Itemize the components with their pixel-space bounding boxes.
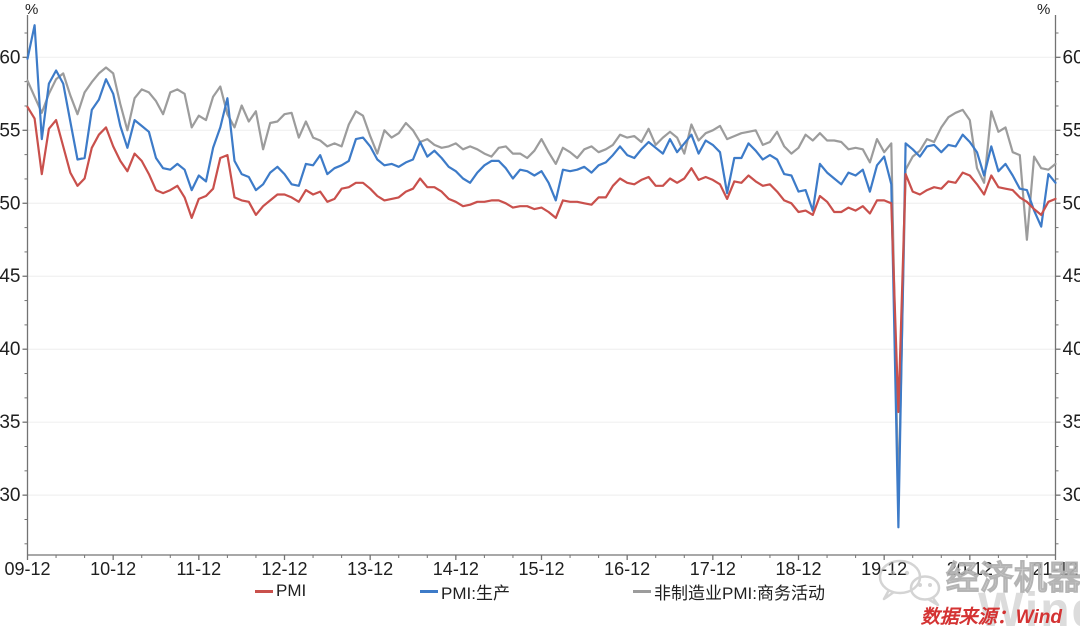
wind-background-watermark: Wind (978, 584, 1080, 627)
svg-text:40: 40 (1063, 339, 1080, 360)
svg-text:21-12: 21-12 (1032, 559, 1078, 579)
svg-text:15-12: 15-12 (518, 559, 564, 579)
data-source-note: 数据来源：Wind (920, 607, 1062, 627)
y-axis-unit-left: % (25, 1, 39, 18)
svg-text:55: 55 (1063, 120, 1080, 141)
legend-swatch-nonmanufacturing (633, 589, 651, 593)
legend: PMI PMI:生产 非制造业PMI:商务活动 (0, 580, 1080, 603)
y-axis-unit-right: % (1037, 1, 1051, 18)
legend-label-pmi-production: PMI:生产 (441, 583, 510, 603)
svg-text:14-12: 14-12 (433, 559, 479, 579)
svg-text:20-12: 20-12 (947, 559, 993, 579)
svg-text:60: 60 (0, 47, 21, 68)
svg-text:30: 30 (1063, 485, 1080, 506)
svg-text:45: 45 (1063, 266, 1080, 287)
svg-text:13-12: 13-12 (347, 559, 393, 579)
legend-item-pmi-production: PMI:生产 (420, 580, 510, 603)
svg-text:50: 50 (1063, 193, 1080, 214)
svg-text:30: 30 (0, 485, 21, 506)
svg-text:17-12: 17-12 (690, 559, 736, 579)
svg-text:16-12: 16-12 (604, 559, 650, 579)
legend-label-pmi: PMI (276, 581, 307, 600)
legend-swatch-pmi-production (420, 589, 438, 593)
svg-text:12-12: 12-12 (261, 559, 307, 579)
svg-text:35: 35 (1063, 412, 1080, 433)
svg-text:18-12: 18-12 (775, 559, 821, 579)
brand-watermark-text: 经济机器 (946, 559, 1080, 597)
svg-text:40: 40 (0, 339, 21, 360)
brand-watermark: 经济机器 (876, 558, 1080, 608)
legend-item-nonmanufacturing: 非制造业PMI:商务活动 (633, 580, 825, 603)
svg-text:11-12: 11-12 (176, 559, 221, 579)
legend-label-nonmanufacturing: 非制造业PMI:商务活动 (654, 583, 825, 603)
svg-text:55: 55 (0, 120, 21, 141)
svg-text:50: 50 (0, 193, 21, 214)
svg-text:09-12: 09-12 (4, 559, 50, 579)
svg-text:10-12: 10-12 (90, 559, 136, 579)
legend-swatch-pmi (255, 589, 273, 593)
svg-text:60: 60 (1063, 47, 1080, 68)
svg-text:45: 45 (0, 266, 21, 287)
legend-item-pmi: PMI (255, 580, 306, 602)
svg-text:35: 35 (0, 412, 21, 433)
wechat-icon (878, 559, 941, 607)
